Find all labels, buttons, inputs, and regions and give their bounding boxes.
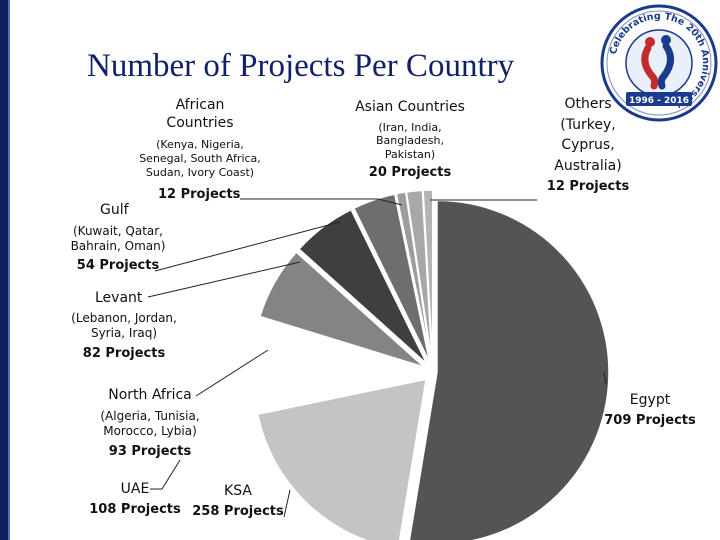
leader-african [240,198,403,206]
label-asian-name: Asian Countries [355,99,465,115]
label-african: African Countries (Kenya, Nigeria, Seneg… [130,97,270,179]
badge-years: 1996 - 2016 [629,96,689,106]
label-uae-name: UAE [120,481,150,497]
label-asian: Asian Countries (Iran, India, Bangladesh… [340,99,480,181]
label-gulf-sub2: Bahrain, Oman) [70,239,166,253]
label-levant-name: Levant [95,290,143,306]
leader-north-africa [195,349,269,397]
label-uae-count: 108 Projects [89,501,181,517]
pie-slice-others [422,189,434,363]
label-north-africa: North Africa (Algeria, Tunisia, Morocco,… [95,387,205,460]
label-others-name4: Australia) [554,157,622,174]
label-levant-sub1: (Lebanon, Jordan, [71,311,177,325]
label-asian-sub1: (Iran, India, [378,120,442,134]
label-north-africa-count: 93 Projects [108,443,192,459]
label-others-name3: Cyprus, [561,137,615,153]
label-gulf-count: 54 Projects [76,258,160,273]
label-ksa-name: KSA [224,483,252,499]
pie-slice-asian-countries [405,189,433,363]
pie-slice-ksa [256,378,427,540]
leader-levant [147,261,301,298]
label-african-sub3: Sudan, Ivory Coast) [145,165,255,179]
label-north-africa-name: North Africa [108,387,192,403]
pie-slice-uae [250,320,424,408]
pie-slice-north-africa [258,251,425,368]
label-uae: UAE 108 Projects [85,481,185,518]
left-accent-bar [0,0,8,540]
label-egypt: Egypt 709 Projects [600,392,700,429]
label-gulf-sub1: (Kuwait, Qatar, [73,224,163,238]
anniversary-badge-logo: Celebrating The 20th Anniversary 1996 - … [600,4,718,122]
label-north-africa-sub1: (Algeria, Tunisia, [100,408,200,423]
label-others-name1: Others [564,96,612,112]
label-others: Others (Turkey, Cyprus, Australia) 12 Pr… [528,96,648,195]
label-others-count: 12 Projects [546,179,630,194]
label-gulf-name: Gulf [100,202,129,218]
label-african-sub2: Senegal, South Africa, [139,151,261,165]
label-asian-sub2: Bangladesh, [376,134,444,148]
label-african-sub1: (Kenya, Nigeria, [156,138,244,151]
pie-slice-egypt [408,199,610,540]
label-levant: (Lebanon, Jordan, Syria, Iraq) 82 Projec… [62,311,186,362]
leader-gulf [154,221,341,272]
label-egypt-count: 709 Projects [604,412,696,428]
leader-egypt [603,371,607,385]
label-ksa: KSA 258 Projects [188,483,288,520]
label-asian-count: 20 Projects [368,164,452,180]
label-african-count: 12 Projects [158,187,241,202]
label-north-africa-sub2: Morocco, Lybia) [103,423,197,438]
pie-slice-gulf [352,193,431,363]
label-asian-sub3: Pakistan) [384,148,436,161]
page-title: Number of Projects Per Country [87,48,515,84]
label-egypt-name: Egypt [629,392,671,408]
label-others-name2: (Turkey, [560,116,616,133]
label-ksa-count: 258 Projects [192,503,284,519]
left-accent-line [8,0,10,540]
label-gulf: (Kuwait, Qatar, Bahrain, Oman) 54 Projec… [62,224,174,274]
label-levant-count: 82 Projects [82,346,166,361]
leader-uae [150,459,181,490]
leader-ksa [283,489,291,518]
label-african-name: African Countries [166,97,234,131]
label-levant-sub2: Syria, Iraq) [90,326,158,340]
